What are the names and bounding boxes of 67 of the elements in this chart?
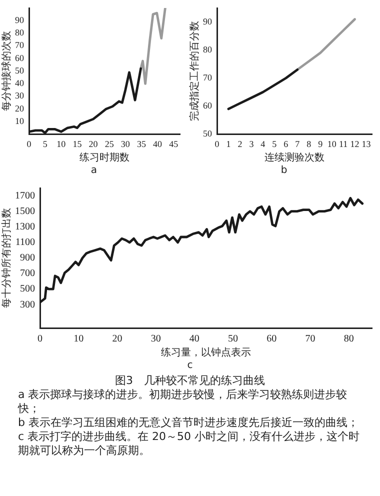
text: c 表示打字的进步曲线。在 20～50 小时之间，没有什么进步，这个时期就可以称为一个高原期。 [17,430,361,458]
x-tick-label: 13 [362,138,372,149]
x-tick-label: 2 [238,138,242,149]
y-tick-label: 50 [203,128,212,139]
x-tick-label: 7 [295,138,300,149]
x-tick-label: 15 [72,138,82,149]
x-tick-label: 50 [228,334,238,345]
y-tick-label: 1300 [15,222,35,233]
x-tick-label: 45 [169,138,179,149]
x-tick-label: 11 [338,138,348,149]
y-tick-label: 40 [15,78,24,88]
y-tick-label: 50 [15,65,24,76]
x-tick-label: 30 [150,334,161,345]
y-tick-label: 20 [15,103,24,114]
x-tick-label: 60 [266,334,277,345]
y-tick-label: 500 [20,284,35,295]
y-axis-title: 每十分钟所有的打出数 [0,208,13,308]
x-tick-label: 20 [88,138,98,149]
y-axis-title: 完成指定工作的百分数 [188,21,201,122]
x-tick-label: 5 [42,138,48,149]
y-tick-label: 90 [203,16,212,26]
text: c [186,360,194,372]
x-tick-label: 20 [112,334,122,345]
x-tick-label: 40 [153,138,163,149]
x-tick-label: 80 [344,334,354,345]
x-tick-label: 10 [74,334,84,345]
x-tick-label: 5 [272,138,278,149]
x-tick-label: 12 [350,138,360,149]
x-tick-label: 70 [305,334,316,345]
x-tick-label: 1 [226,138,231,149]
x-axis-title: 练习量，以钟点表示 [161,346,251,359]
x-axis-title: 练习时期数 [80,152,130,164]
y-tick-label: 70 [15,40,24,50]
y-tick-label: 90 [15,14,24,25]
x-axis-title: 连续测验次数 [264,152,324,164]
x-tick-label: 30 [120,138,130,149]
x-tick-label: 0 [26,138,32,149]
y-tick-label: 30 [15,90,24,101]
x-tick-label: 9 [318,138,324,149]
y-tick-label: 70 [203,72,212,82]
y-tick-label: 1100 [15,237,35,248]
y-tick-label: 60 [203,100,212,111]
y-tick-label: 1500 [15,206,35,217]
caption: 图3 几种较不常见的练习曲线 [114,374,266,388]
y-tick-label: 80 [15,28,24,38]
y-tick-label: 300 [20,299,35,310]
y-tick-label: 10 [15,116,24,126]
x-tick-label: 6 [284,138,289,149]
text: b 表示在学习五组困难的无意义音节时进步速度先后接近一致的曲线； [17,416,360,430]
x-tick-label: 0 [38,334,42,345]
x-tick-label: 0 [214,138,220,149]
x-tick-label: 40 [189,334,200,345]
text: a [90,165,98,177]
x-tick-label: 10 [327,138,337,149]
x-tick-label: 4 [260,138,266,149]
x-tick-label: 25 [104,138,114,149]
x-tick-label: 10 [56,138,66,149]
y-tick-label: 60 [15,52,24,63]
y-tick-label: 80 [203,44,212,54]
x-tick-label: 8 [306,138,312,149]
x-tick-label: 3 [249,138,254,149]
y-tick-label: 700 [20,268,35,280]
y-tick-label: 900 [20,252,35,264]
x-tick-label: 35 [136,138,146,149]
text: b [280,165,288,177]
y-tick-label: 1700 [15,190,35,202]
y-axis-title: 每分钟接球的次数 [0,31,13,112]
